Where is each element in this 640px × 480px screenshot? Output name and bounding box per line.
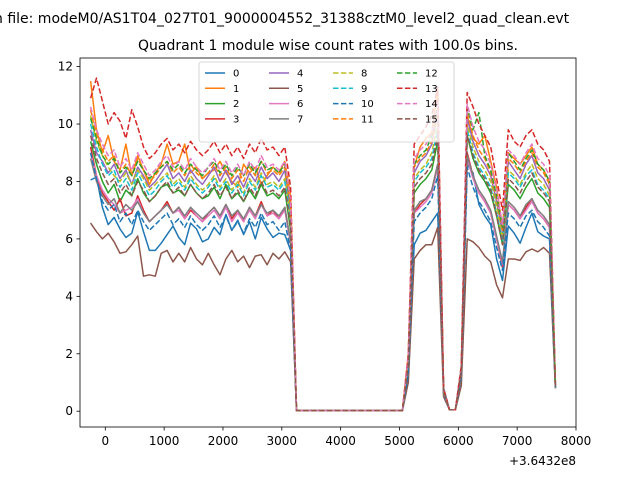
x-tick-label: 8000 <box>561 434 592 448</box>
x-tick-label: 2000 <box>208 434 239 448</box>
legend-label: 6 <box>297 99 303 110</box>
x-tick-label: 6000 <box>443 434 474 448</box>
y-tick-label: 8 <box>65 174 73 188</box>
legend-label: 15 <box>425 114 438 125</box>
x-tick-label: 1000 <box>149 434 180 448</box>
legend-label: 14 <box>425 99 438 110</box>
series-line-15 <box>89 134 557 412</box>
x-tick-label: 5000 <box>384 434 415 448</box>
x-tick-label: 3000 <box>267 434 298 448</box>
chart-title: Quadrant 1 module wise count rates with … <box>138 38 518 54</box>
series-line-12 <box>89 100 557 412</box>
x-tick-label: 0 <box>101 434 109 448</box>
x-offset-label: +3.6432e8 <box>509 454 576 468</box>
legend-label: 0 <box>233 69 239 80</box>
legend-label: 5 <box>297 84 303 95</box>
y-tick-label: 12 <box>58 60 73 74</box>
y-tick-label: 2 <box>65 347 73 361</box>
x-tick-label: 7000 <box>502 434 533 448</box>
figure-suptitle: n file: modeM0/AS1T04_027T01_9000004552_… <box>0 11 570 27</box>
y-tick-label: 6 <box>65 232 73 246</box>
legend-label: 1 <box>233 84 239 95</box>
series-line-14 <box>89 100 557 412</box>
axes-layer: 0 1000 2000 3000 4000 5000 6000 7000 80000246810… <box>58 60 592 448</box>
legend-label: 11 <box>361 114 374 125</box>
y-tick-label: 0 <box>65 404 73 418</box>
legend-label: 10 <box>361 99 374 110</box>
legend-label: 9 <box>361 84 367 95</box>
legend-label: 8 <box>361 69 367 80</box>
legend-label: 2 <box>233 99 239 110</box>
legend-label: 7 <box>297 114 303 125</box>
legend-label: 4 <box>297 69 303 80</box>
legend-frame <box>198 61 455 143</box>
legend-label: 12 <box>425 69 438 80</box>
x-tick-label: 4000 <box>325 434 356 448</box>
series-layer <box>89 77 557 412</box>
legend-label: 13 <box>425 84 438 95</box>
y-tick-label: 4 <box>65 289 73 303</box>
legend-label: 3 <box>233 114 239 125</box>
plot-frame <box>79 57 577 428</box>
y-tick-label: 10 <box>58 117 73 131</box>
